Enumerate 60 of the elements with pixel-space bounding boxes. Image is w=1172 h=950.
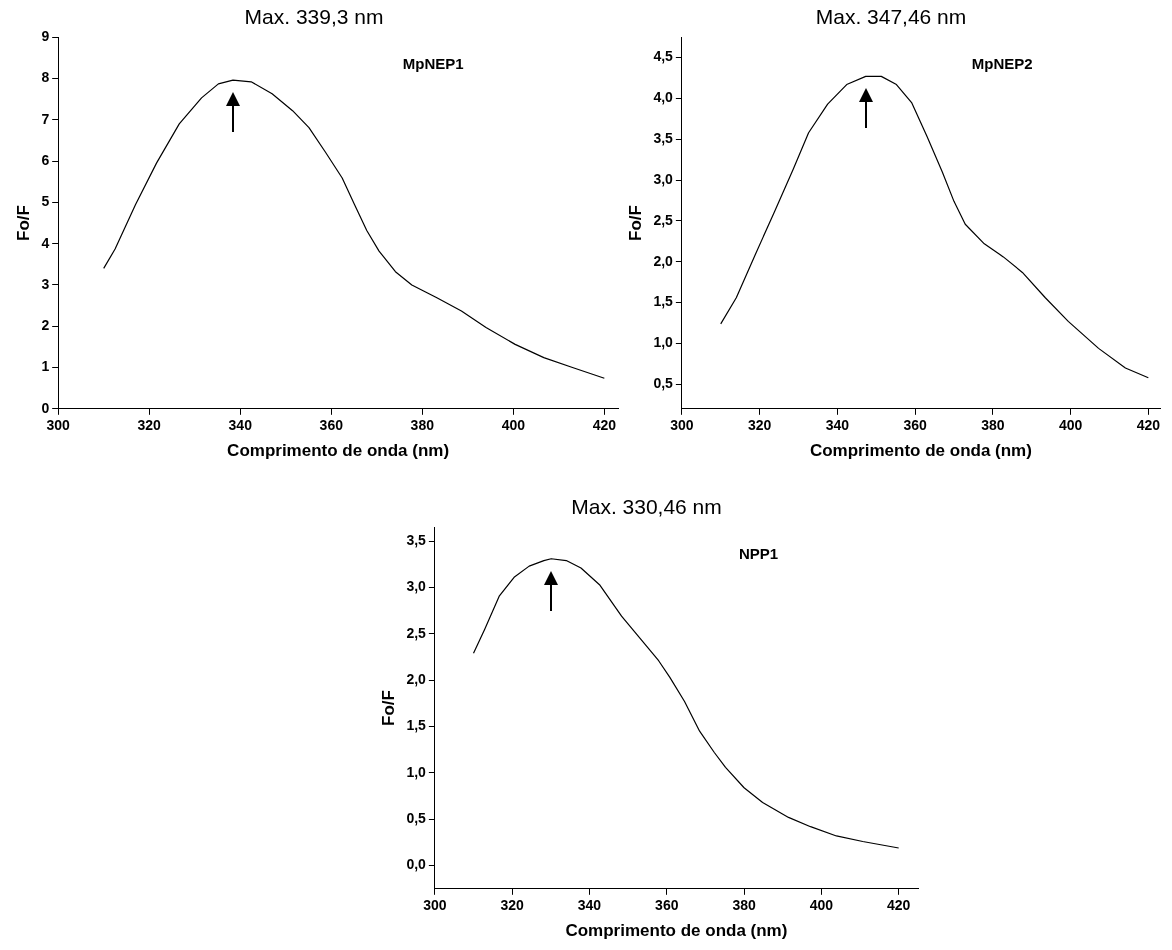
x-tick-label: 420: [1136, 417, 1161, 434]
y-tick-label: 5: [41, 193, 50, 210]
x-tick-label: 320: [747, 417, 772, 434]
y-tick-label: 9: [41, 28, 50, 45]
y-tick-label: 3,0: [653, 170, 674, 187]
y-tick-label: 1,0: [406, 763, 427, 780]
annotation: NPP1: [738, 545, 779, 563]
x-axis-title: Comprimento de onda (nm): [227, 441, 450, 461]
y-tick-label: 4,5: [653, 48, 674, 65]
y-tick-label: 2: [41, 317, 50, 334]
x-tick-label: 380: [410, 417, 435, 434]
x-axis-title: Comprimento de onda (nm): [565, 921, 788, 941]
x-tick-label: 360: [655, 897, 679, 914]
x-axis-title: Comprimento de onda (nm): [809, 441, 1032, 461]
y-tick-label: 1,5: [406, 717, 427, 734]
x-tick-label: 420: [886, 897, 911, 914]
x-tick-label: 320: [137, 417, 162, 434]
y-tick-label: 7: [41, 110, 50, 127]
y-tick-label: 2,0: [653, 252, 674, 269]
chart-title: Max. 339,3 nm: [244, 5, 384, 29]
y-tick-label: 4,0: [653, 89, 674, 106]
x-tick-label: 300: [46, 417, 71, 434]
chart-title: Max. 347,46 nm: [815, 5, 967, 29]
x-tick-label: 380: [732, 897, 756, 914]
y-tick-label: 1,0: [653, 334, 674, 351]
y-tick-label: 2,0: [406, 671, 427, 688]
y-axis-title: Fo/F: [625, 205, 645, 241]
x-tick-label: 340: [577, 897, 602, 914]
y-tick-label: 1: [41, 358, 50, 375]
y-tick-label: 0,5: [653, 375, 674, 392]
x-tick-label: 320: [500, 897, 525, 914]
y-tick-label: 1,5: [653, 293, 674, 310]
x-tick-label: 360: [319, 417, 344, 434]
y-tick-label: 6: [41, 151, 50, 168]
x-tick-label: 400: [1058, 417, 1083, 434]
annotation: MpNEP1: [402, 55, 464, 73]
y-tick-label: 4: [41, 234, 50, 251]
y-tick-label: 8: [41, 69, 50, 86]
x-tick-label: 300: [423, 897, 447, 914]
chart-title: Max. 330,46 nm: [571, 495, 722, 519]
y-tick-label: 3,0: [406, 578, 427, 595]
x-tick-label: 380: [981, 417, 1005, 434]
x-tick-label: 340: [825, 417, 850, 434]
y-axis-title: Fo/F: [13, 205, 33, 241]
y-axis-title: Fo/F: [378, 690, 398, 726]
x-tick-label: 400: [809, 897, 834, 914]
y-tick-label: 2,5: [406, 624, 427, 641]
y-tick-label: 0,0: [406, 856, 427, 873]
x-tick-label: 400: [501, 417, 526, 434]
x-tick-label: 420: [592, 417, 617, 434]
y-tick-label: 0,5: [406, 810, 427, 827]
y-tick-label: 0: [41, 399, 50, 416]
y-tick-label: 3: [41, 275, 50, 292]
y-tick-label: 2,5: [653, 211, 674, 228]
x-tick-label: 340: [228, 417, 253, 434]
y-tick-label: 3,5: [406, 531, 427, 548]
x-tick-label: 360: [903, 417, 927, 434]
x-tick-label: 300: [670, 417, 694, 434]
annotation: MpNEP2: [971, 55, 1033, 73]
y-tick-label: 3,5: [653, 130, 674, 147]
